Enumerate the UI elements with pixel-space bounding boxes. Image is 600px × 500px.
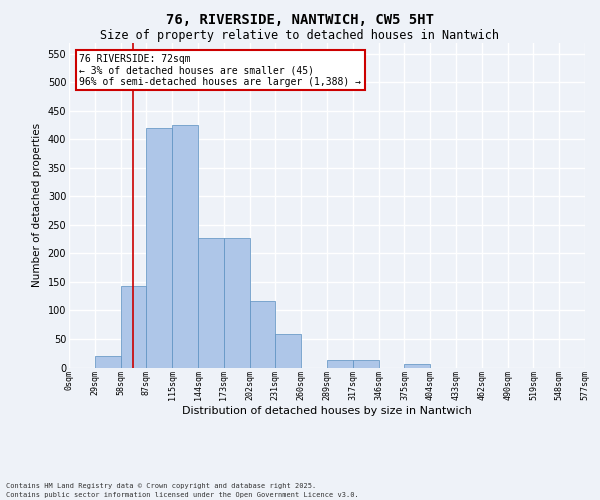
Bar	[224, 238, 250, 368]
Bar	[95, 356, 121, 368]
Text: 76 RIVERSIDE: 72sqm
← 3% of detached houses are smaller (45)
96% of semi-detache: 76 RIVERSIDE: 72sqm ← 3% of detached hou…	[79, 54, 361, 87]
Bar	[404, 364, 430, 368]
Text: 76, RIVERSIDE, NANTWICH, CW5 5HT: 76, RIVERSIDE, NANTWICH, CW5 5HT	[166, 12, 434, 26]
Bar	[198, 238, 224, 368]
Bar	[121, 286, 146, 368]
Bar	[327, 360, 353, 368]
Bar	[146, 128, 172, 368]
Bar	[250, 301, 275, 368]
Y-axis label: Number of detached properties: Number of detached properties	[32, 123, 42, 287]
X-axis label: Distribution of detached houses by size in Nantwich: Distribution of detached houses by size …	[182, 406, 472, 416]
Text: Contains HM Land Registry data © Crown copyright and database right 2025.: Contains HM Land Registry data © Crown c…	[6, 483, 316, 489]
Bar	[172, 125, 198, 368]
Bar	[353, 360, 379, 368]
Bar	[275, 334, 301, 368]
Text: Contains public sector information licensed under the Open Government Licence v3: Contains public sector information licen…	[6, 492, 359, 498]
Text: Size of property relative to detached houses in Nantwich: Size of property relative to detached ho…	[101, 29, 499, 42]
